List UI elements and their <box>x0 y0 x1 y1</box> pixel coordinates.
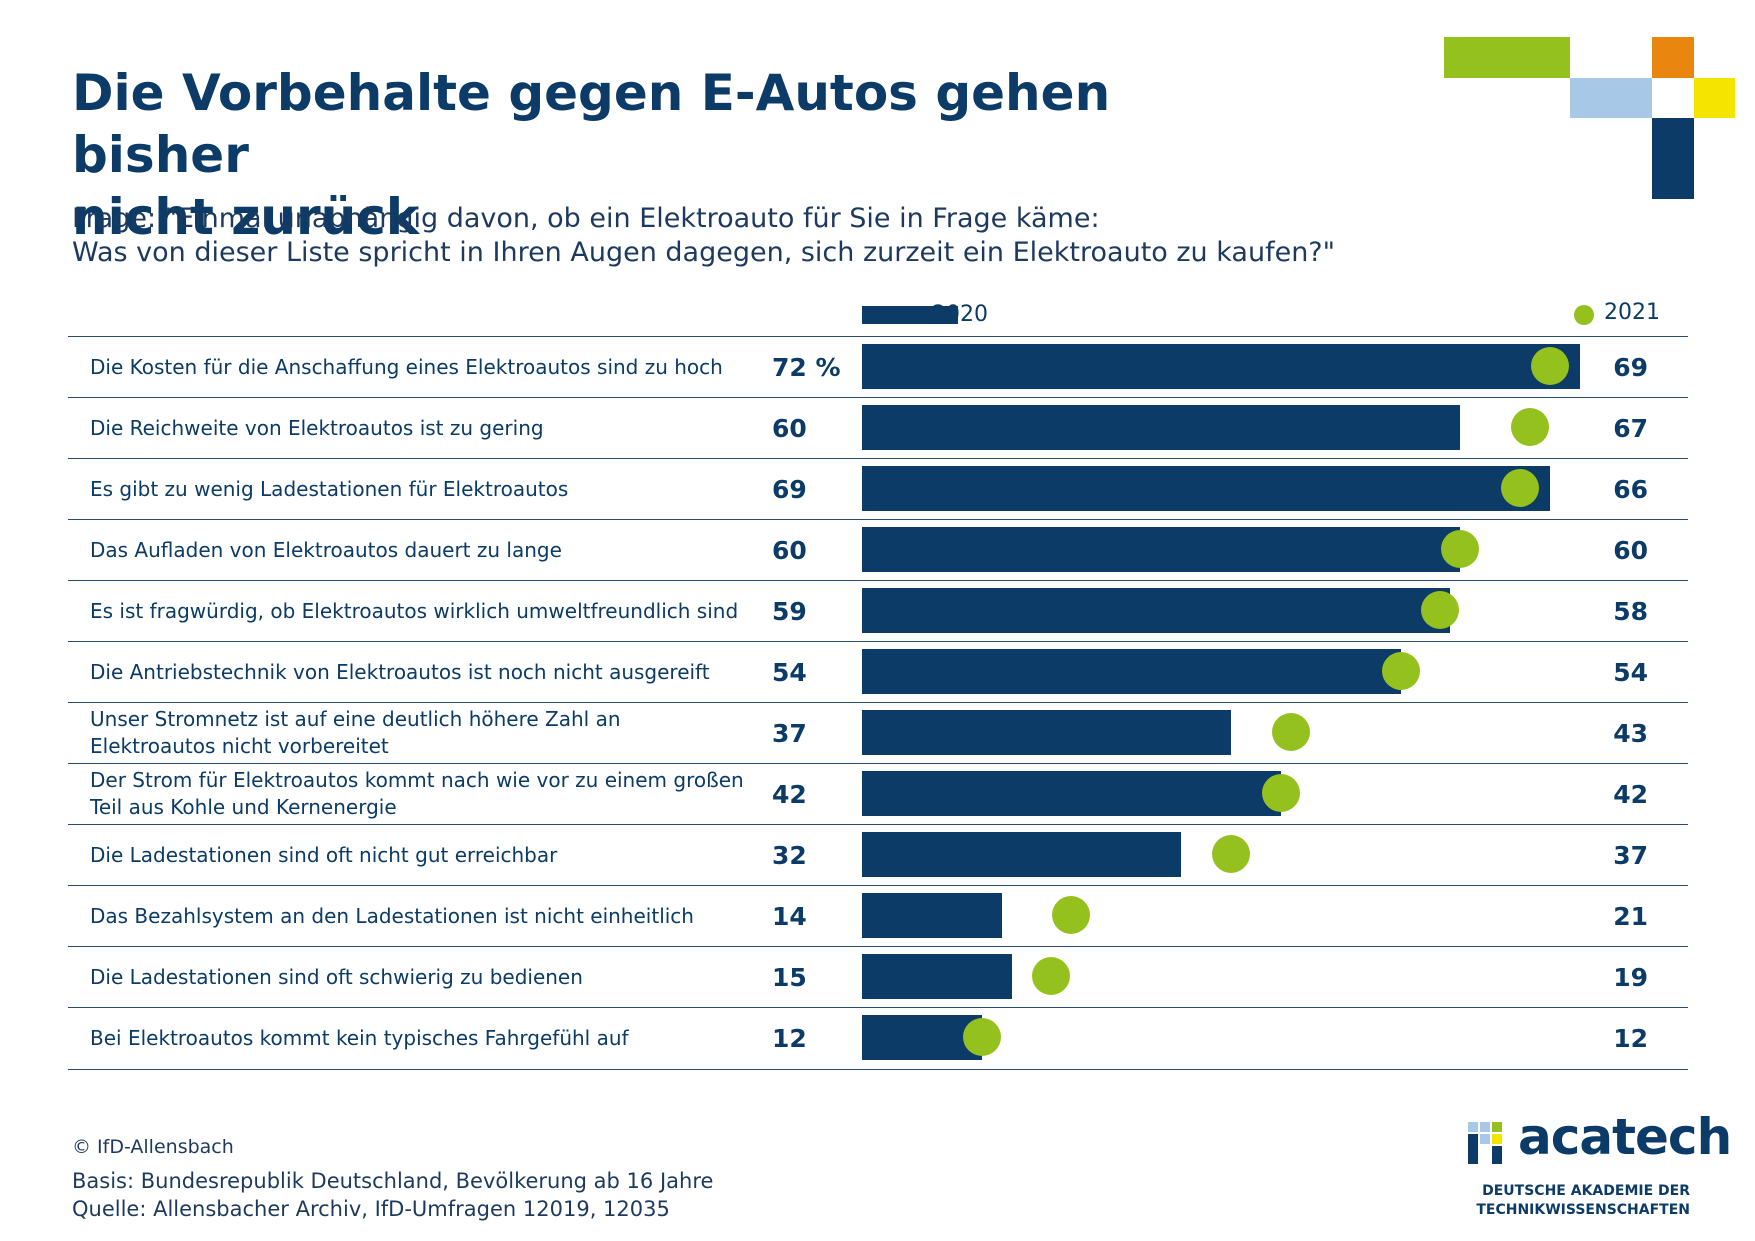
chart-row: Das Bezahlsystem an den Ladestationen is… <box>68 885 1688 947</box>
value-label-2021: 58 <box>1613 596 1648 626</box>
bar-2020 <box>862 954 1012 999</box>
bar-2020 <box>862 1015 982 1060</box>
chart-row: Das Aufladen von Elektroautos dauert zu … <box>68 519 1688 581</box>
value-label-2020: 32 <box>772 840 807 870</box>
copyright-note: © IfD-Allensbach <box>72 1136 234 1158</box>
chart-title: Die Vorbehalte gegen E-Autos gehen bishe… <box>72 62 1222 248</box>
category-label: Die Kosten für die Anschaffung eines Ele… <box>90 354 723 379</box>
legend-2020-swatch <box>862 306 958 324</box>
basis-note: Basis: Bundesrepublik Deutschland, Bevöl… <box>72 1169 714 1193</box>
bar-2020 <box>862 588 1451 633</box>
dot-2021 <box>1271 713 1310 751</box>
value-label-2021: 19 <box>1613 962 1648 992</box>
bar-2020 <box>862 893 1002 938</box>
dot-2021 <box>1511 408 1550 446</box>
chart-title-line-2: nicht zurück <box>72 188 420 246</box>
bar-2020 <box>862 649 1401 694</box>
dot-2021 <box>1441 530 1480 568</box>
chart-title-line-1: Die Vorbehalte gegen E-Autos gehen bishe… <box>72 64 1111 184</box>
deco-block-lightblue <box>1570 78 1652 118</box>
value-label-2020: 15 <box>772 962 807 992</box>
chart-row: Es gibt zu wenig Ladestationen für Elekt… <box>68 458 1688 520</box>
legend-2021-swatch <box>1574 305 1594 325</box>
bar-2020 <box>862 405 1461 450</box>
dot-2021 <box>1501 469 1540 507</box>
value-label-2021: 67 <box>1613 413 1648 443</box>
value-label-2020: 72 % <box>772 352 841 382</box>
value-label-2021: 69 <box>1613 352 1648 382</box>
dot-2021 <box>1032 957 1071 995</box>
quelle-note: Quelle: Allensbacher Archiv, IfD-Umfrage… <box>72 1197 670 1221</box>
chart-row: Die Reichweite von Elektroautos ist zu g… <box>68 397 1688 459</box>
value-label-2020: 37 <box>772 718 807 748</box>
bar-2020 <box>862 344 1580 389</box>
value-label-2021: 66 <box>1613 474 1648 504</box>
chart-row: Es ist fragwürdig, ob Elektroautos wirkl… <box>68 580 1688 642</box>
bar-2020 <box>862 710 1231 755</box>
value-label-2020: 42 <box>772 779 807 809</box>
dot-2021 <box>1052 896 1091 934</box>
deco-block-navy <box>1652 118 1694 199</box>
category-label: Die Ladestationen sind oft nicht gut err… <box>90 842 558 867</box>
survey-question-line-1: Frage: "Einmal unabhängig davon, ob ein … <box>72 203 1100 234</box>
value-label-2021: 54 <box>1613 657 1648 687</box>
bar-2020 <box>862 832 1182 877</box>
category-label: Die Reichweite von Elektroautos ist zu g… <box>90 415 544 440</box>
survey-question-line-2: Was von dieser Liste spricht in Ihren Au… <box>72 237 1336 268</box>
category-label: Bei Elektroautos kommt kein typisches Fa… <box>90 1025 629 1050</box>
dot-2021 <box>1211 835 1250 873</box>
value-label-2020: 54 <box>772 657 807 687</box>
bar-2020 <box>862 527 1461 572</box>
dot-2021 <box>1531 347 1570 385</box>
chart-row: Die Ladestationen sind oft nicht gut err… <box>68 824 1688 886</box>
legend-2021-label: 2021 <box>1604 300 1660 325</box>
category-label: Es ist fragwürdig, ob Elektroautos wirkl… <box>90 598 739 623</box>
acatech-logo-mark <box>1468 1122 1502 1164</box>
survey-question: Frage: "Einmal unabhängig davon, ob ein … <box>72 202 1372 270</box>
value-label-2021: 42 <box>1613 779 1648 809</box>
deco-block-green <box>1444 37 1570 78</box>
dot-2021 <box>1381 652 1420 690</box>
category-label: Der Strom für Elektroautos kommt nach wi… <box>90 768 744 819</box>
chart-row: Die Ladestationen sind oft schwierig zu … <box>68 946 1688 1008</box>
acatech-logo-subtitle: DEUTSCHE AKADEMIE DER TECHNIKWISSENSCHAF… <box>1470 1182 1690 1220</box>
value-label-2021: 60 <box>1613 535 1648 565</box>
category-label: Die Antriebstechnik von Elektroautos ist… <box>90 659 710 684</box>
category-label: Es gibt zu wenig Ladestationen für Elekt… <box>90 476 569 501</box>
bar-2020 <box>862 466 1551 511</box>
dot-2021 <box>962 1018 1001 1056</box>
legend-2020-label: 2020 <box>932 302 988 327</box>
category-label: Das Aufladen von Elektroautos dauert zu … <box>90 537 562 562</box>
value-label-2021: 43 <box>1613 718 1648 748</box>
chart-row: Die Antriebstechnik von Elektroautos ist… <box>68 641 1688 703</box>
category-label: Das Bezahlsystem an den Ladestationen is… <box>90 903 694 928</box>
acatech-logo-subtitle-line-2: TECHNIKWISSENSCHAFTEN <box>1476 1202 1690 1218</box>
value-label-2020: 59 <box>772 596 807 626</box>
deco-block-yellow <box>1694 78 1735 118</box>
chart-row: Unser Stromnetz ist auf eine deutlich hö… <box>68 702 1688 764</box>
chart-row: Die Kosten für die Anschaffung eines Ele… <box>68 336 1688 398</box>
value-label-2021: 12 <box>1613 1023 1648 1053</box>
bar-2020 <box>862 771 1281 816</box>
value-label-2020: 12 <box>772 1023 807 1053</box>
dot-2021 <box>1421 591 1460 629</box>
value-label-2020: 60 <box>772 535 807 565</box>
dot-2021 <box>1261 774 1300 812</box>
source-notes: Basis: Bundesrepublik Deutschland, Bevöl… <box>72 1167 713 1223</box>
category-label: Unser Stromnetz ist auf eine deutlich hö… <box>90 707 621 758</box>
chart-row: Der Strom für Elektroautos kommt nach wi… <box>68 763 1688 825</box>
chart-row: Bei Elektroautos kommt kein typisches Fa… <box>68 1007 1688 1070</box>
value-label-2020: 69 <box>772 474 807 504</box>
value-label-2020: 60 <box>772 413 807 443</box>
acatech-logo-text: acatech <box>1518 1108 1732 1166</box>
category-label: Die Ladestationen sind oft schwierig zu … <box>90 964 583 989</box>
acatech-logo-subtitle-line-1: DEUTSCHE AKADEMIE DER <box>1482 1183 1690 1199</box>
value-label-2021: 21 <box>1613 901 1648 931</box>
value-label-2020: 14 <box>772 901 807 931</box>
deco-block-orange <box>1652 37 1694 78</box>
value-label-2021: 37 <box>1613 840 1648 870</box>
